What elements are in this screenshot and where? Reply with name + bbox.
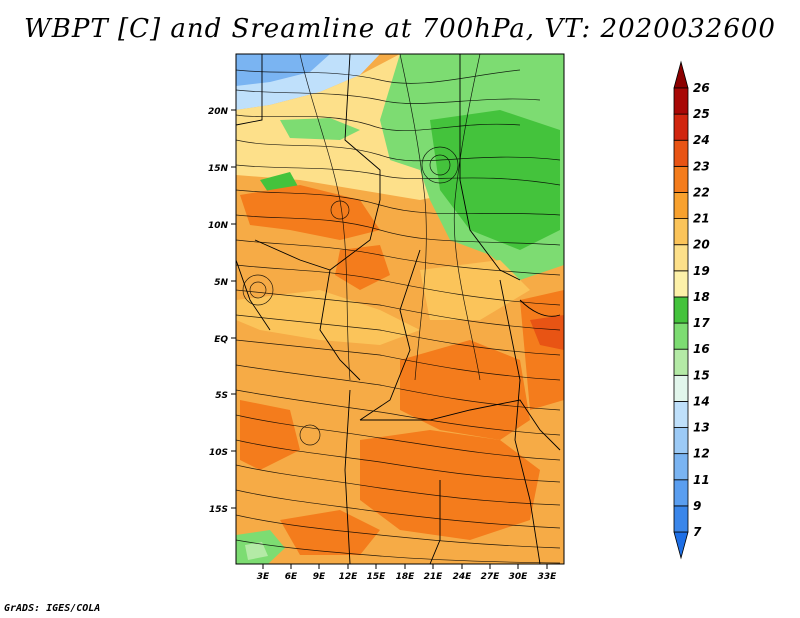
colorbar-swatch: [673, 453, 689, 481]
streamlines: [236, 54, 561, 564]
colorbar-swatch: [673, 479, 689, 507]
wbpt-map: [236, 54, 564, 564]
colorbar-swatch: [673, 296, 689, 324]
lon-label: 24E: [453, 572, 473, 582]
lon-label: 6E: [285, 572, 298, 582]
colorbar-label: 14: [693, 394, 710, 408]
lat-axis: 20N 15N 10N 5N EQ 5S 10S 15S: [208, 107, 236, 515]
lon-label: 27E: [481, 572, 501, 582]
colorbar-label: 13: [693, 421, 710, 435]
colorbar-bottom-arrow: [673, 531, 689, 560]
credit-label: GrADS: IGES/COLA: [4, 603, 101, 614]
colorbar-label: 22: [693, 185, 710, 199]
lat-label: 5N: [214, 278, 228, 288]
colorbar: 7 9 11 12 13 14 15 16 17 18 19 20 21 22 23 24 25 26: [673, 60, 710, 560]
colorbar-label: 21: [693, 212, 710, 226]
lat-label: 15S: [209, 505, 228, 515]
colorbar-top-arrow: [673, 60, 689, 89]
colorbar-label: 7: [693, 525, 702, 539]
colorbar-label: 11: [693, 473, 710, 487]
colorbar-swatch: [673, 348, 689, 376]
colorbar-label: 24: [693, 133, 710, 147]
lon-label: 18E: [396, 572, 416, 582]
lon-label: 3E: [257, 572, 270, 582]
lon-label: 15E: [367, 572, 387, 582]
colorbar-label: 12: [693, 447, 710, 461]
lon-label: 12E: [339, 572, 359, 582]
colorbar-swatch: [673, 401, 689, 428]
colorbar-swatch: [673, 244, 689, 272]
colorbar-label: 9: [693, 499, 701, 513]
colorbar-swatch: [673, 218, 689, 246]
colorbar-label: 23: [693, 159, 710, 173]
colorbar-swatch: [673, 505, 689, 533]
colorbar-label: 26: [693, 81, 710, 95]
colorbar-label: 16: [693, 342, 710, 356]
colorbar-swatch: [673, 139, 689, 167]
colorbar-swatch: [673, 192, 689, 219]
colorbar-label: 15: [693, 368, 710, 382]
lat-label: EQ: [214, 335, 228, 345]
colorbar-label: 18: [693, 290, 710, 304]
colorbar-swatch: [673, 87, 689, 115]
colorbar-label: 20: [693, 238, 710, 252]
colorbar-swatch: [673, 270, 689, 298]
lat-label: 10S: [209, 448, 228, 458]
country-borders: [236, 54, 561, 564]
lon-label: 21E: [424, 572, 444, 582]
colorbar-label: 25: [693, 107, 710, 121]
lon-label: 30E: [509, 572, 529, 582]
lon-axis: 3E 6E 9E 12E 15E 18E 21E 24E 27E 30E 33E: [257, 564, 557, 582]
lat-label: 20N: [208, 107, 229, 117]
lat-label: 10N: [208, 221, 229, 231]
map-title: WBPT [C] and Sreamline at 700hPa, VT: 20…: [24, 14, 776, 44]
colorbar-label: 17: [693, 316, 710, 330]
colorbar-swatch: [673, 322, 689, 350]
lon-label: 33E: [538, 572, 558, 582]
lat-label: 15N: [208, 164, 229, 174]
colorbar-swatch: [673, 113, 689, 141]
colorbar-swatch: [673, 427, 689, 455]
colorbar-swatch: [673, 165, 689, 193]
colorbar-label: 19: [693, 264, 710, 278]
colorbar-swatch: [673, 374, 689, 402]
lat-label: 5S: [215, 391, 228, 401]
lon-label: 9E: [313, 572, 326, 582]
